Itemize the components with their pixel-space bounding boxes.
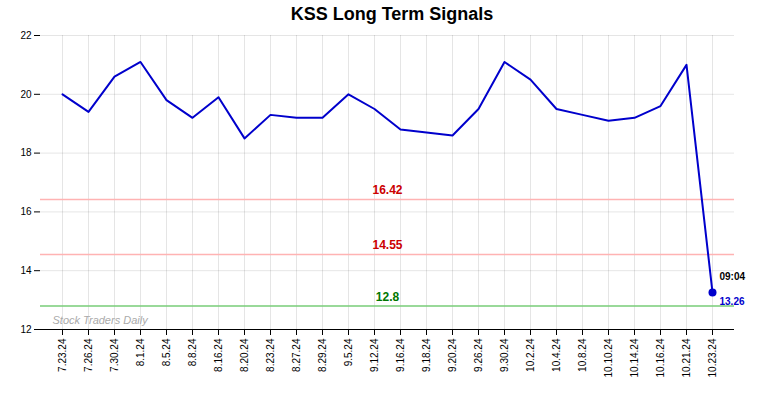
- svg-text:10.14.24: 10.14.24: [629, 338, 640, 377]
- svg-text:10.21.24: 10.21.24: [681, 338, 692, 377]
- svg-text:16: 16: [20, 206, 32, 217]
- svg-text:10.16.24: 10.16.24: [655, 338, 666, 377]
- svg-text:09:04: 09:04: [720, 271, 746, 282]
- svg-text:8.23.24: 8.23.24: [265, 338, 276, 372]
- svg-text:9.20.24: 9.20.24: [447, 338, 458, 372]
- svg-text:8.16.24: 8.16.24: [213, 338, 224, 372]
- svg-text:18: 18: [20, 147, 32, 158]
- svg-text:8.1.24: 8.1.24: [135, 338, 146, 366]
- svg-text:7.30.24: 7.30.24: [109, 338, 120, 372]
- svg-text:16.42: 16.42: [372, 183, 402, 197]
- svg-text:8.20.24: 8.20.24: [239, 338, 250, 372]
- svg-text:9.26.24: 9.26.24: [473, 338, 484, 372]
- svg-text:22: 22: [20, 30, 32, 41]
- svg-text:10.10.24: 10.10.24: [603, 338, 614, 377]
- svg-text:12: 12: [20, 324, 32, 335]
- svg-text:7.23.24: 7.23.24: [57, 338, 68, 372]
- svg-text:8.8.24: 8.8.24: [187, 338, 198, 366]
- svg-text:20: 20: [20, 89, 32, 100]
- svg-text:14: 14: [20, 265, 32, 276]
- svg-text:8.5.24: 8.5.24: [161, 338, 172, 366]
- svg-text:9.16.24: 9.16.24: [395, 338, 406, 372]
- svg-text:12.8: 12.8: [376, 290, 400, 304]
- svg-text:8.29.24: 8.29.24: [317, 338, 328, 372]
- svg-text:9.12.24: 9.12.24: [369, 338, 380, 372]
- svg-text:10.8.24: 10.8.24: [577, 338, 588, 372]
- html-text:KSS Long Term Signals: KSS Long Term Signals: [290, 4, 494, 24]
- svg-text:9.30.24: 9.30.24: [499, 338, 510, 372]
- svg-text:13.26: 13.26: [720, 296, 745, 307]
- svg-text:8.27.24: 8.27.24: [291, 338, 302, 372]
- svg-text:7.26.24: 7.26.24: [83, 338, 94, 372]
- svg-text:10.23.24: 10.23.24: [707, 338, 718, 377]
- svg-text:14.55: 14.55: [372, 238, 402, 252]
- svg-text:10.4.24: 10.4.24: [551, 338, 562, 372]
- svg-text:Stock Traders Daily: Stock Traders Daily: [53, 314, 150, 326]
- svg-text:9.18.24: 9.18.24: [421, 338, 432, 372]
- svg-text:9.5.24: 9.5.24: [343, 338, 354, 366]
- svg-text:10.2.24: 10.2.24: [525, 338, 536, 372]
